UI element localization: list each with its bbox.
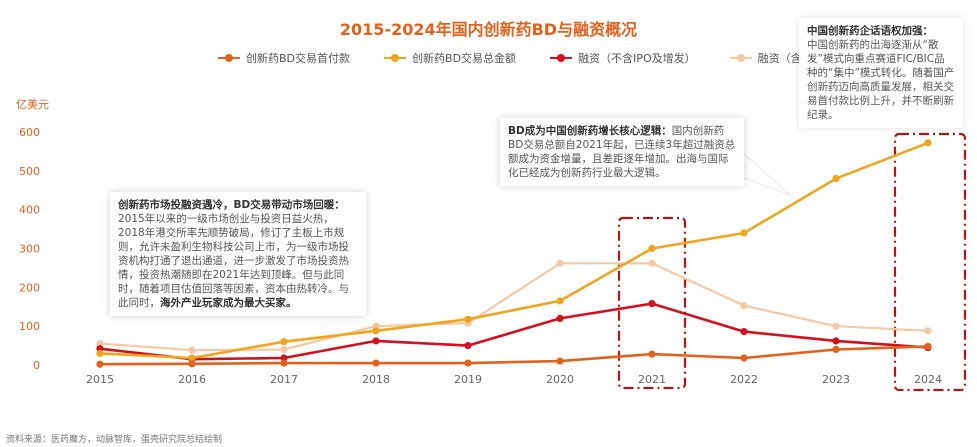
annotation-heading: 创新药市场投融资遇冷，BD交易带动市场回暖：	[118, 199, 345, 211]
y-tick-label: 200	[19, 281, 40, 294]
data-point	[464, 359, 472, 367]
x-tick-label: 2017	[270, 373, 298, 386]
data-point	[464, 315, 472, 323]
data-point	[280, 345, 288, 354]
x-tick-label: 2023	[822, 373, 850, 386]
annotation-text: 中国创新药的出海逐渐从“散发”模式向重点赛道FIC/BIC品种的“集中”模式转化…	[807, 39, 955, 121]
data-point	[96, 360, 104, 368]
data-point	[740, 354, 748, 362]
series-line-2	[99, 302, 929, 361]
annotation-text: 国内创新药BD交易总额自2021年起，已连续3年超过融资总额成为资金增量，且差距…	[508, 125, 736, 179]
data-point	[556, 314, 564, 322]
legend-label: 创新药BD交易首付款	[246, 52, 351, 65]
data-point	[924, 139, 932, 147]
x-tick-label: 2020	[546, 373, 574, 386]
legend-label: 融资（不含IPO及增发）	[578, 52, 696, 65]
y-tick-label: 100	[19, 320, 40, 333]
x-tick-label: 2015	[86, 373, 114, 386]
highlight-box-2024	[893, 132, 967, 392]
x-tick-label: 2016	[178, 373, 206, 386]
annotation-emphasis: 海外产业玩家成为最大买家。	[160, 297, 297, 309]
x-tick-label: 2018	[362, 373, 390, 386]
data-point	[648, 300, 656, 308]
data-point	[924, 342, 932, 350]
legend-swatch	[384, 53, 407, 63]
legend-swatch	[729, 53, 752, 63]
data-point	[832, 322, 840, 330]
annotation-bargaining-power: 中国创新药企话语权加强： 中国创新药的出海逐渐从“散发”模式向重点赛道FIC/BI…	[799, 18, 963, 128]
data-point	[372, 359, 380, 367]
annotation-market-cooling: 创新药市场投融资遇冷，BD交易带动市场回暖： 2015年以来的一级市场创业与投资日…	[110, 192, 366, 316]
data-point	[740, 328, 748, 336]
data-point	[740, 301, 748, 310]
legend-item-bd-upfront: 创新药BD交易首付款	[218, 50, 350, 66]
legend-item-bd-total: 创新药BD交易总金额	[384, 50, 516, 66]
highlight-box-2021	[617, 216, 687, 390]
data-point	[188, 354, 196, 362]
data-point	[556, 357, 564, 365]
data-point	[832, 175, 840, 183]
data-point	[648, 244, 656, 253]
annotation-pointer	[739, 148, 791, 196]
data-point	[648, 350, 656, 358]
data-point	[280, 359, 288, 367]
data-point	[464, 341, 472, 350]
data-point	[924, 327, 932, 335]
data-point	[280, 354, 288, 362]
data-point	[832, 337, 840, 345]
data-point	[832, 345, 840, 354]
data-point	[740, 229, 748, 237]
data-point	[188, 360, 196, 368]
annotation-heading: BD成为中国创新药增长核心逻辑：	[508, 125, 672, 137]
y-tick-label: 600	[19, 126, 40, 139]
x-tick-label: 2021	[638, 373, 666, 386]
legend-swatch	[218, 53, 240, 63]
data-point	[96, 340, 104, 348]
series-line-1	[99, 141, 929, 360]
y-tick-label: 400	[19, 204, 40, 217]
data-point	[280, 338, 288, 346]
y-axis-unit: 亿美元	[16, 98, 49, 111]
source-note: 资料来源：医药魔方，动脉智库，蛋壳研究院总结绘制	[6, 435, 223, 445]
legend-label: 创新药BD交易总金额	[412, 52, 517, 65]
x-tick-label: 2024	[914, 373, 942, 386]
data-point	[96, 349, 104, 357]
legend-item-financing-excl-ipo: 融资（不含IPO及增发）	[550, 50, 696, 66]
x-tick-label: 2019	[454, 373, 482, 386]
data-point	[188, 346, 196, 354]
annotation-text: 2015年以来的一级市场创业与投资日益火热，2018年港交所率先顺势破局，修订了…	[118, 213, 349, 309]
data-point	[556, 297, 564, 305]
annotation-bd-core-logic: BD成为中国创新药增长核心逻辑：国内创新药BD交易总额自2021年起，已连续3年…	[500, 118, 744, 186]
data-point	[648, 259, 656, 267]
data-point	[372, 337, 380, 345]
legend-swatch	[550, 53, 573, 63]
y-tick-label: 500	[19, 165, 40, 178]
series-line-0	[99, 345, 929, 366]
y-tick-label: 300	[19, 243, 40, 256]
y-tick-label: 0	[33, 359, 40, 372]
data-point	[556, 259, 564, 267]
annotation-heading: 中国创新药企话语权加强：	[807, 25, 933, 37]
x-tick-label: 2022	[730, 373, 758, 386]
chart-title: 2015-2024年国内创新药BD与融资概况	[339, 20, 638, 39]
data-point	[372, 327, 380, 335]
